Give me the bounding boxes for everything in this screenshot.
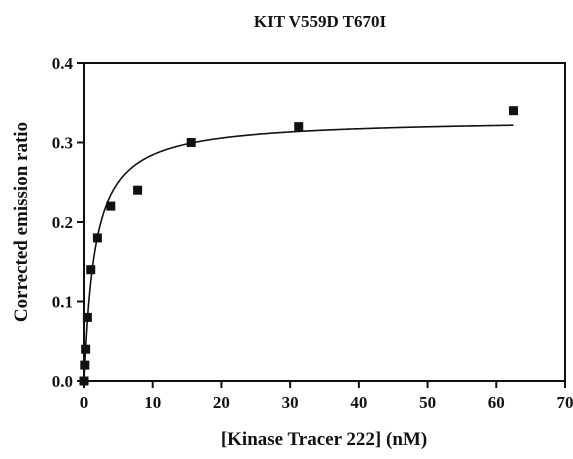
data-point: [83, 313, 92, 322]
plot-frame: [84, 63, 565, 381]
data-point: [80, 377, 89, 386]
x-tick-label: 30: [282, 393, 299, 412]
y-tick-label: 0.1: [52, 293, 73, 312]
data-point: [509, 106, 518, 115]
x-tick-label: 50: [419, 393, 436, 412]
data-point: [187, 138, 196, 147]
plot-border: [84, 63, 565, 381]
y-tick-label: 0.3: [52, 134, 73, 153]
data-point: [133, 186, 142, 195]
fit-curve-layer: [84, 125, 513, 381]
data-point: [93, 233, 102, 242]
y-tick-label: 0.0: [52, 372, 73, 391]
chart-title: KIT V559D T670I: [254, 12, 387, 31]
x-tick-label: 0: [80, 393, 89, 412]
y-axis-label: Corrected emission ratio: [11, 122, 32, 322]
y-tick-label: 0.4: [52, 54, 74, 73]
y-tick-label: 0.2: [52, 213, 73, 232]
data-points-layer: [80, 106, 518, 385]
x-tick-label: 10: [144, 393, 161, 412]
fit-curve: [84, 125, 513, 381]
data-point: [80, 361, 89, 370]
x-tick-label: 60: [488, 393, 505, 412]
data-point: [81, 345, 90, 354]
data-point: [294, 122, 303, 131]
x-tick-label: 20: [213, 393, 230, 412]
x-axis-label: [Kinase Tracer 222] (nM): [221, 429, 427, 450]
data-point: [106, 202, 115, 211]
data-point: [86, 265, 95, 274]
x-tick-label: 70: [557, 393, 573, 412]
x-axis-ticks: 0 10 20 30 40 50 60 70: [80, 381, 573, 412]
x-tick-label: 40: [350, 393, 367, 412]
y-axis-ticks: 0.0 0.1 0.2 0.3 0.4: [52, 54, 84, 391]
